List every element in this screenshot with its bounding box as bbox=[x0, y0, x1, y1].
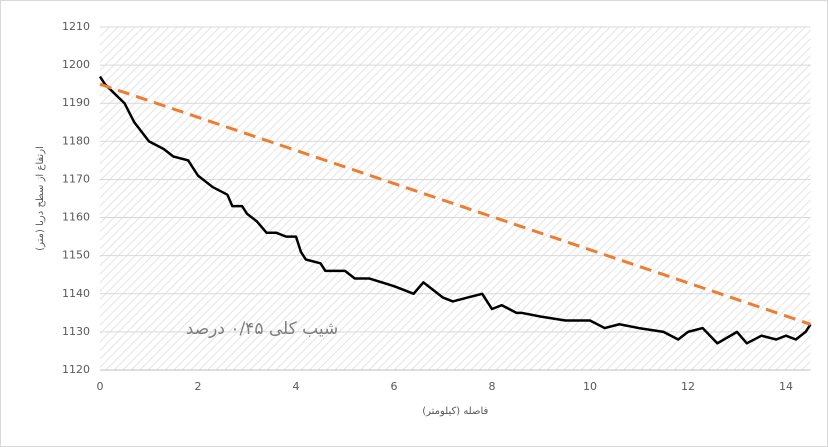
y-tick-label: 1140 bbox=[62, 287, 90, 300]
data-line bbox=[99, 82, 811, 326]
x-tick-label: 8 bbox=[489, 380, 496, 393]
y-tick-label: 1150 bbox=[62, 249, 90, 262]
y-tick-label: 1120 bbox=[62, 363, 90, 376]
x-tick-label: 12 bbox=[681, 380, 695, 393]
x-axis-label: فاصله (کیلومتر) bbox=[422, 406, 488, 417]
y-axis-label: ارتفاع از سطح دریا (متر) bbox=[35, 146, 46, 251]
x-tick-label: 0 bbox=[97, 380, 104, 393]
y-tick-label: 1210 bbox=[62, 20, 90, 33]
plot-area bbox=[100, 27, 811, 370]
y-tick-label: 1190 bbox=[62, 96, 90, 109]
x-tick-label: 4 bbox=[293, 380, 300, 393]
y-tick-label: 1200 bbox=[62, 58, 90, 71]
y-tick-label: 1180 bbox=[62, 134, 90, 147]
y-tick-label: 1170 bbox=[62, 172, 90, 185]
y-tick-label: 1130 bbox=[62, 325, 90, 338]
x-tick-label: 2 bbox=[195, 380, 202, 393]
data-line bbox=[98, 75, 812, 345]
annotation: شیب کلی ۰/۴۵ درصد bbox=[186, 319, 338, 339]
y-tick-label: 1160 bbox=[62, 211, 90, 224]
x-tick-label: 14 bbox=[779, 380, 793, 393]
x-tick-label: 6 bbox=[391, 380, 398, 393]
x-tick-label: 10 bbox=[583, 380, 597, 393]
